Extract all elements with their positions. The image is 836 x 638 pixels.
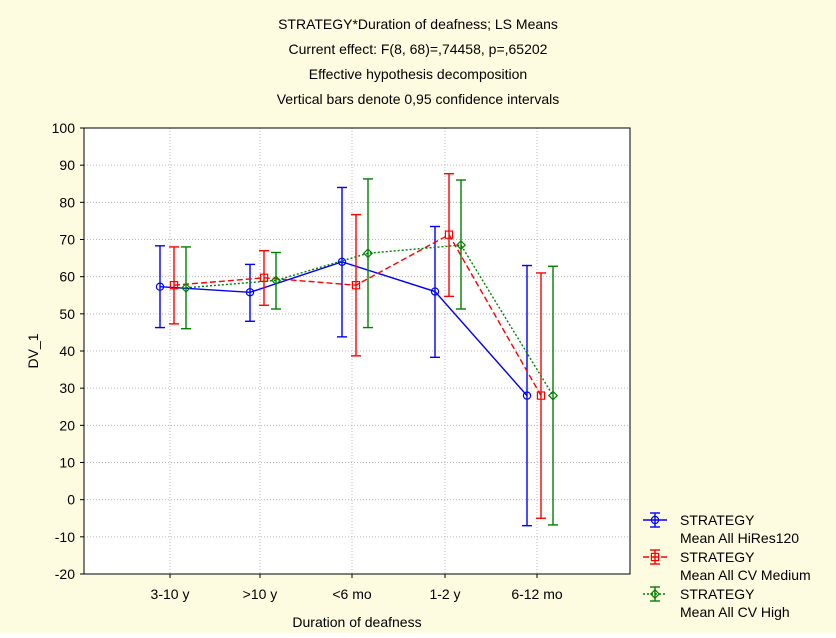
y-tick-label: -10	[55, 529, 75, 545]
title-line-4: Vertical bars denote 0,95 confidence int…	[277, 91, 560, 107]
marker-circle	[522, 391, 532, 400]
marker-diamond	[270, 275, 282, 286]
marker-square	[536, 391, 546, 400]
series-line	[185, 244, 554, 396]
marker-square	[169, 281, 179, 290]
legend-sublabel: Mean All HiRes120	[680, 530, 799, 546]
x-tick-label: 6-12 mo	[511, 586, 563, 602]
title-line-1: STRATEGY*Duration of deafness; LS Means	[278, 16, 558, 32]
x-axis: 3-10 y >10 y <6 mo 1-2 y 6-12 mo	[151, 574, 563, 602]
y-tick-label: 50	[59, 306, 75, 322]
marker-diamond	[362, 248, 374, 259]
y-tick-label: 10	[59, 455, 75, 471]
x-tick-label: 3-10 y	[151, 586, 190, 602]
marker-diamond	[547, 390, 559, 401]
legend-label: STRATEGY	[680, 512, 755, 528]
legend-item-3: STRATEGY Mean All CV High	[643, 586, 790, 620]
y-tick-label: 20	[59, 417, 75, 433]
series-layer	[155, 173, 559, 527]
marker-square	[351, 281, 361, 290]
x-axis-label: Duration of deafness	[292, 614, 421, 630]
x-tick-label: <6 mo	[332, 586, 372, 602]
legend-label: STRATEGY	[680, 549, 755, 565]
legend-label: STRATEGY	[680, 586, 755, 602]
y-tick-label: 60	[59, 269, 75, 285]
series-2	[169, 173, 546, 519]
x-tick-label: 1-2 y	[429, 586, 460, 602]
y-tick-label: 80	[59, 194, 75, 210]
legend-item-2: STRATEGY Mean All CV Medium	[643, 549, 811, 583]
marker-circle	[337, 257, 347, 266]
title-line-3: Effective hypothesis decomposition	[309, 66, 527, 82]
y-tick-label: 70	[59, 232, 75, 248]
marker-diamond	[455, 240, 467, 251]
y-tick-label: 30	[59, 380, 75, 396]
title-line-2: Current effect: F(8, 68)=,74458, p=,6520…	[289, 41, 548, 57]
y-tick-label: 0	[67, 492, 75, 508]
chart-title: STRATEGY*Duration of deafness; LS Means …	[277, 16, 560, 107]
marker-square	[259, 273, 269, 282]
y-tick-label: 40	[59, 343, 75, 359]
y-tick-label: -20	[55, 566, 75, 582]
marker-diamond	[649, 588, 661, 600]
x-tick-label: >10 y	[243, 586, 278, 602]
legend-sublabel: Mean All CV Medium	[680, 567, 811, 583]
series-1	[155, 186, 532, 527]
grid-lines	[84, 128, 630, 574]
marker-circle	[155, 282, 165, 291]
marker-circle	[245, 288, 255, 297]
series-3	[180, 178, 559, 526]
plot-frame	[83, 127, 631, 575]
marker-circle	[650, 515, 660, 525]
legend-sublabel: Mean All CV High	[680, 604, 790, 620]
marker-square	[444, 230, 454, 239]
marker-diamond	[180, 282, 192, 293]
marker-square	[650, 552, 660, 562]
marker-circle	[430, 287, 440, 296]
legend: STRATEGY Mean All HiRes120 STRATEGY Mean Al…	[643, 512, 811, 620]
y-axis-label: DV_1	[25, 333, 41, 368]
y-tick-label: 90	[59, 157, 75, 173]
legend-item-1: STRATEGY Mean All HiRes120	[643, 512, 799, 546]
y-tick-label: 100	[52, 120, 76, 136]
